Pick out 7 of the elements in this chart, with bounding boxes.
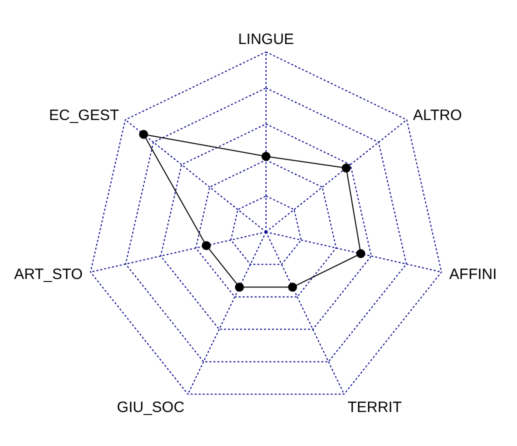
spoke-label: LINGUE [238,31,294,48]
spoke-label: EC_GEST [48,107,120,124]
spoke-label: TERRIT [348,399,402,416]
spoke-label: ALTRO [412,107,462,124]
spoke-label: ART_STO [14,266,83,284]
spoke-label: AFFINI [449,266,497,284]
spoke-label: GIU_SOC [116,399,185,416]
